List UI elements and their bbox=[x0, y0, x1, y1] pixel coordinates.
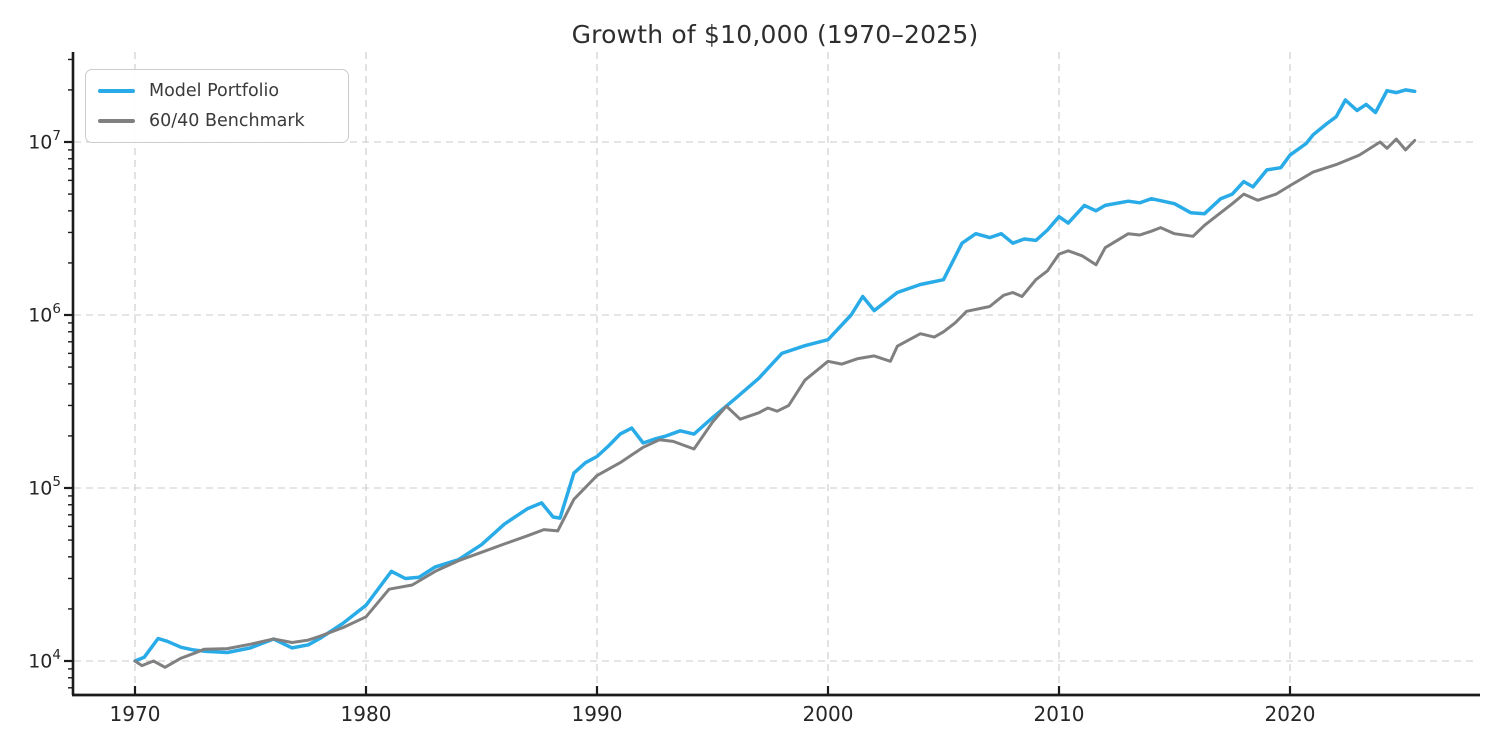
legend-label: 60/40 Benchmark bbox=[149, 111, 305, 131]
x-tick-label: 2000 bbox=[803, 702, 854, 726]
legend-line-swatch-gray bbox=[98, 119, 135, 123]
y-tick-label: 106 bbox=[28, 301, 61, 327]
legend-entry-60-40-benchmark: 60/40 Benchmark bbox=[98, 111, 334, 131]
x-tick-label: 1980 bbox=[341, 702, 392, 726]
legend-line-swatch-blue bbox=[98, 88, 135, 94]
x-tick-label: 1970 bbox=[110, 702, 161, 726]
series-line-60-40-benchmark bbox=[133, 137, 1417, 669]
series-line-model-portfolio bbox=[133, 88, 1417, 663]
legend-label: Model Portfolio bbox=[149, 81, 280, 101]
y-tick-label: 105 bbox=[28, 474, 61, 500]
y-tick-label: 107 bbox=[28, 128, 61, 154]
x-tick-label: 2010 bbox=[1034, 702, 1085, 726]
legend: Model Portfolio 60/40 Benchmark bbox=[85, 69, 349, 143]
legend-entry-model-portfolio: Model Portfolio bbox=[98, 81, 334, 101]
x-tick-label: 2020 bbox=[1265, 702, 1316, 726]
x-tick-label: 1990 bbox=[572, 702, 623, 726]
y-tick-label: 104 bbox=[28, 647, 61, 673]
chart-title: Growth of $10,000 (1970–2025) bbox=[571, 20, 979, 49]
